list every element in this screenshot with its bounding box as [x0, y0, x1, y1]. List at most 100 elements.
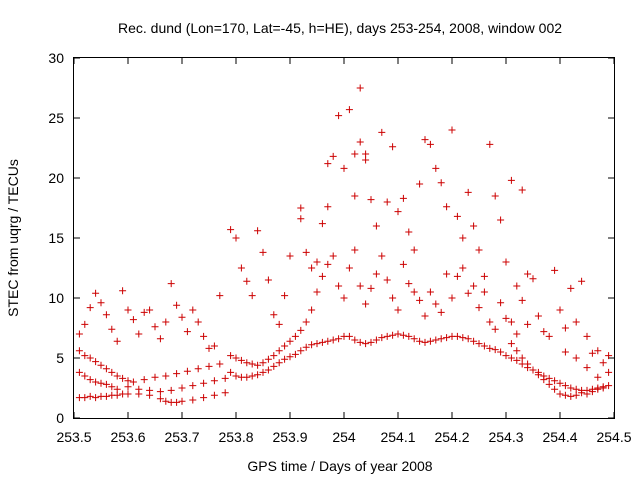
data-point — [97, 379, 105, 387]
data-point — [486, 344, 494, 352]
data-point — [351, 192, 359, 200]
data-point — [340, 294, 348, 302]
data-point — [108, 325, 116, 333]
data-point — [200, 394, 208, 402]
data-point — [248, 292, 256, 300]
data-point — [394, 306, 402, 314]
data-point — [178, 384, 186, 392]
data-point — [583, 332, 591, 340]
data-point — [216, 360, 224, 368]
data-point — [92, 289, 100, 297]
data-point — [475, 340, 483, 348]
data-point — [437, 179, 445, 187]
data-point — [459, 334, 467, 342]
data-point — [270, 311, 278, 319]
data-point — [200, 379, 208, 387]
data-point — [92, 394, 100, 402]
data-point — [367, 338, 375, 346]
data-point — [470, 337, 478, 345]
data-point — [102, 392, 110, 400]
data-point — [453, 272, 461, 280]
data-point — [432, 336, 440, 344]
data-point — [561, 324, 569, 332]
data-point — [378, 252, 386, 260]
data-point — [372, 336, 380, 344]
data-point — [113, 372, 121, 380]
data-point — [421, 312, 429, 320]
data-point — [561, 348, 569, 356]
data-point — [189, 396, 197, 404]
data-point — [237, 264, 245, 272]
data-point — [232, 234, 240, 242]
data-point — [270, 352, 278, 360]
data-point — [108, 368, 116, 376]
data-point — [102, 365, 110, 373]
data-point — [254, 371, 262, 379]
data-point — [216, 292, 224, 300]
data-point — [470, 222, 478, 230]
data-point — [518, 296, 526, 304]
data-point — [264, 366, 272, 374]
data-point — [367, 284, 375, 292]
data-point — [583, 390, 591, 398]
data-point — [329, 252, 337, 260]
data-point — [97, 299, 105, 307]
data-point — [572, 318, 580, 326]
data-point — [227, 352, 235, 360]
data-point — [594, 373, 602, 381]
data-point — [421, 136, 429, 144]
data-point — [232, 354, 240, 362]
plot-frame — [73, 57, 615, 419]
data-point — [313, 258, 321, 266]
data-point — [421, 338, 429, 346]
data-point — [254, 361, 262, 369]
data-point — [464, 335, 472, 343]
data-point — [567, 392, 575, 400]
y-tick-label: 25 — [48, 110, 64, 126]
data-point — [470, 282, 478, 290]
data-point — [345, 264, 353, 272]
x-tick-label: 254.1 — [380, 429, 415, 445]
data-point — [475, 304, 483, 312]
data-point — [108, 383, 116, 391]
data-point — [75, 368, 83, 376]
data-point — [248, 360, 256, 368]
data-point — [275, 359, 283, 367]
data-point — [507, 318, 515, 326]
x-axis-label: GPS time / Days of year 2008 — [247, 458, 432, 474]
data-point — [113, 391, 121, 399]
data-point — [124, 390, 132, 398]
x-tick-label: 253.5 — [56, 429, 91, 445]
data-point — [394, 330, 402, 338]
data-point — [286, 252, 294, 260]
data-point — [297, 326, 305, 334]
data-point — [297, 347, 305, 355]
data-point — [340, 164, 348, 172]
data-point — [86, 304, 94, 312]
data-point — [329, 336, 337, 344]
data-point — [529, 275, 537, 283]
data-point — [416, 296, 424, 304]
data-point — [507, 340, 515, 348]
data-point — [383, 276, 391, 284]
data-point — [588, 388, 596, 396]
x-tick-label: 253.9 — [272, 429, 307, 445]
data-point — [291, 350, 299, 358]
data-point — [178, 397, 186, 405]
data-point — [443, 203, 451, 211]
data-point — [545, 332, 553, 340]
data-point — [275, 320, 283, 328]
data-point — [567, 284, 575, 292]
x-tick-label: 253.7 — [164, 429, 199, 445]
data-point — [75, 347, 83, 355]
data-point — [491, 346, 499, 354]
data-point — [189, 382, 197, 390]
data-point — [588, 349, 596, 357]
data-point — [243, 373, 251, 381]
data-point — [453, 212, 461, 220]
data-point — [405, 332, 413, 340]
data-point — [491, 192, 499, 200]
data-point — [416, 337, 424, 345]
data-point — [480, 288, 488, 296]
data-point — [583, 364, 591, 372]
